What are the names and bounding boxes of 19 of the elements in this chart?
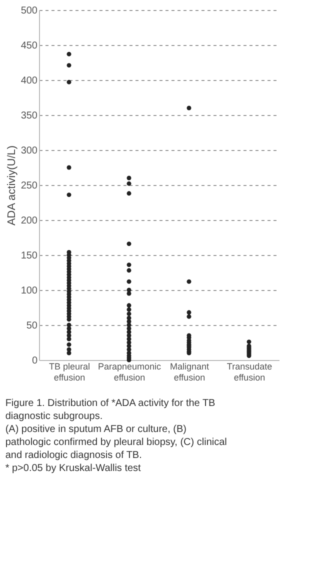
x-tick-label: Malignant effusion <box>170 362 210 382</box>
text: (A) positive in sputum AFB or culture, (B) pathologic confirmed by pleural biopsy, (C) clinical and radiologic diagnosis of TB. <box>5 424 227 461</box>
x-tick-label: TB pleural effusion <box>48 362 90 382</box>
y-tick-label: 350 <box>20 110 38 122</box>
y-tick-label: 400 <box>20 76 38 86</box>
y-axis-title: ADA activiy(U/L) <box>6 145 18 226</box>
y-tick-label: 0 <box>32 356 38 366</box>
y-tick-label: 500 <box>20 6 38 16</box>
x-tick-label: Parapneumonic effusion <box>98 362 162 382</box>
y-tick-label: 250 <box>20 180 38 192</box>
y-tick-label: 150 <box>20 250 38 262</box>
x-tick-label: Transudate effusion <box>226 362 272 382</box>
y-tick-label: 300 <box>20 146 38 156</box>
y-tick-label: 200 <box>20 216 38 226</box>
caption: Figure 1. Distribution of *ADA activity for the TB diagnostic subgroups. <box>5 398 216 422</box>
text: * p>0.05 by Kruskal-Wallis test <box>5 463 142 474</box>
y-tick-label: 50 <box>26 320 38 332</box>
y-tick-label: 100 <box>20 286 38 296</box>
y-tick-label: 450 <box>20 40 38 52</box>
